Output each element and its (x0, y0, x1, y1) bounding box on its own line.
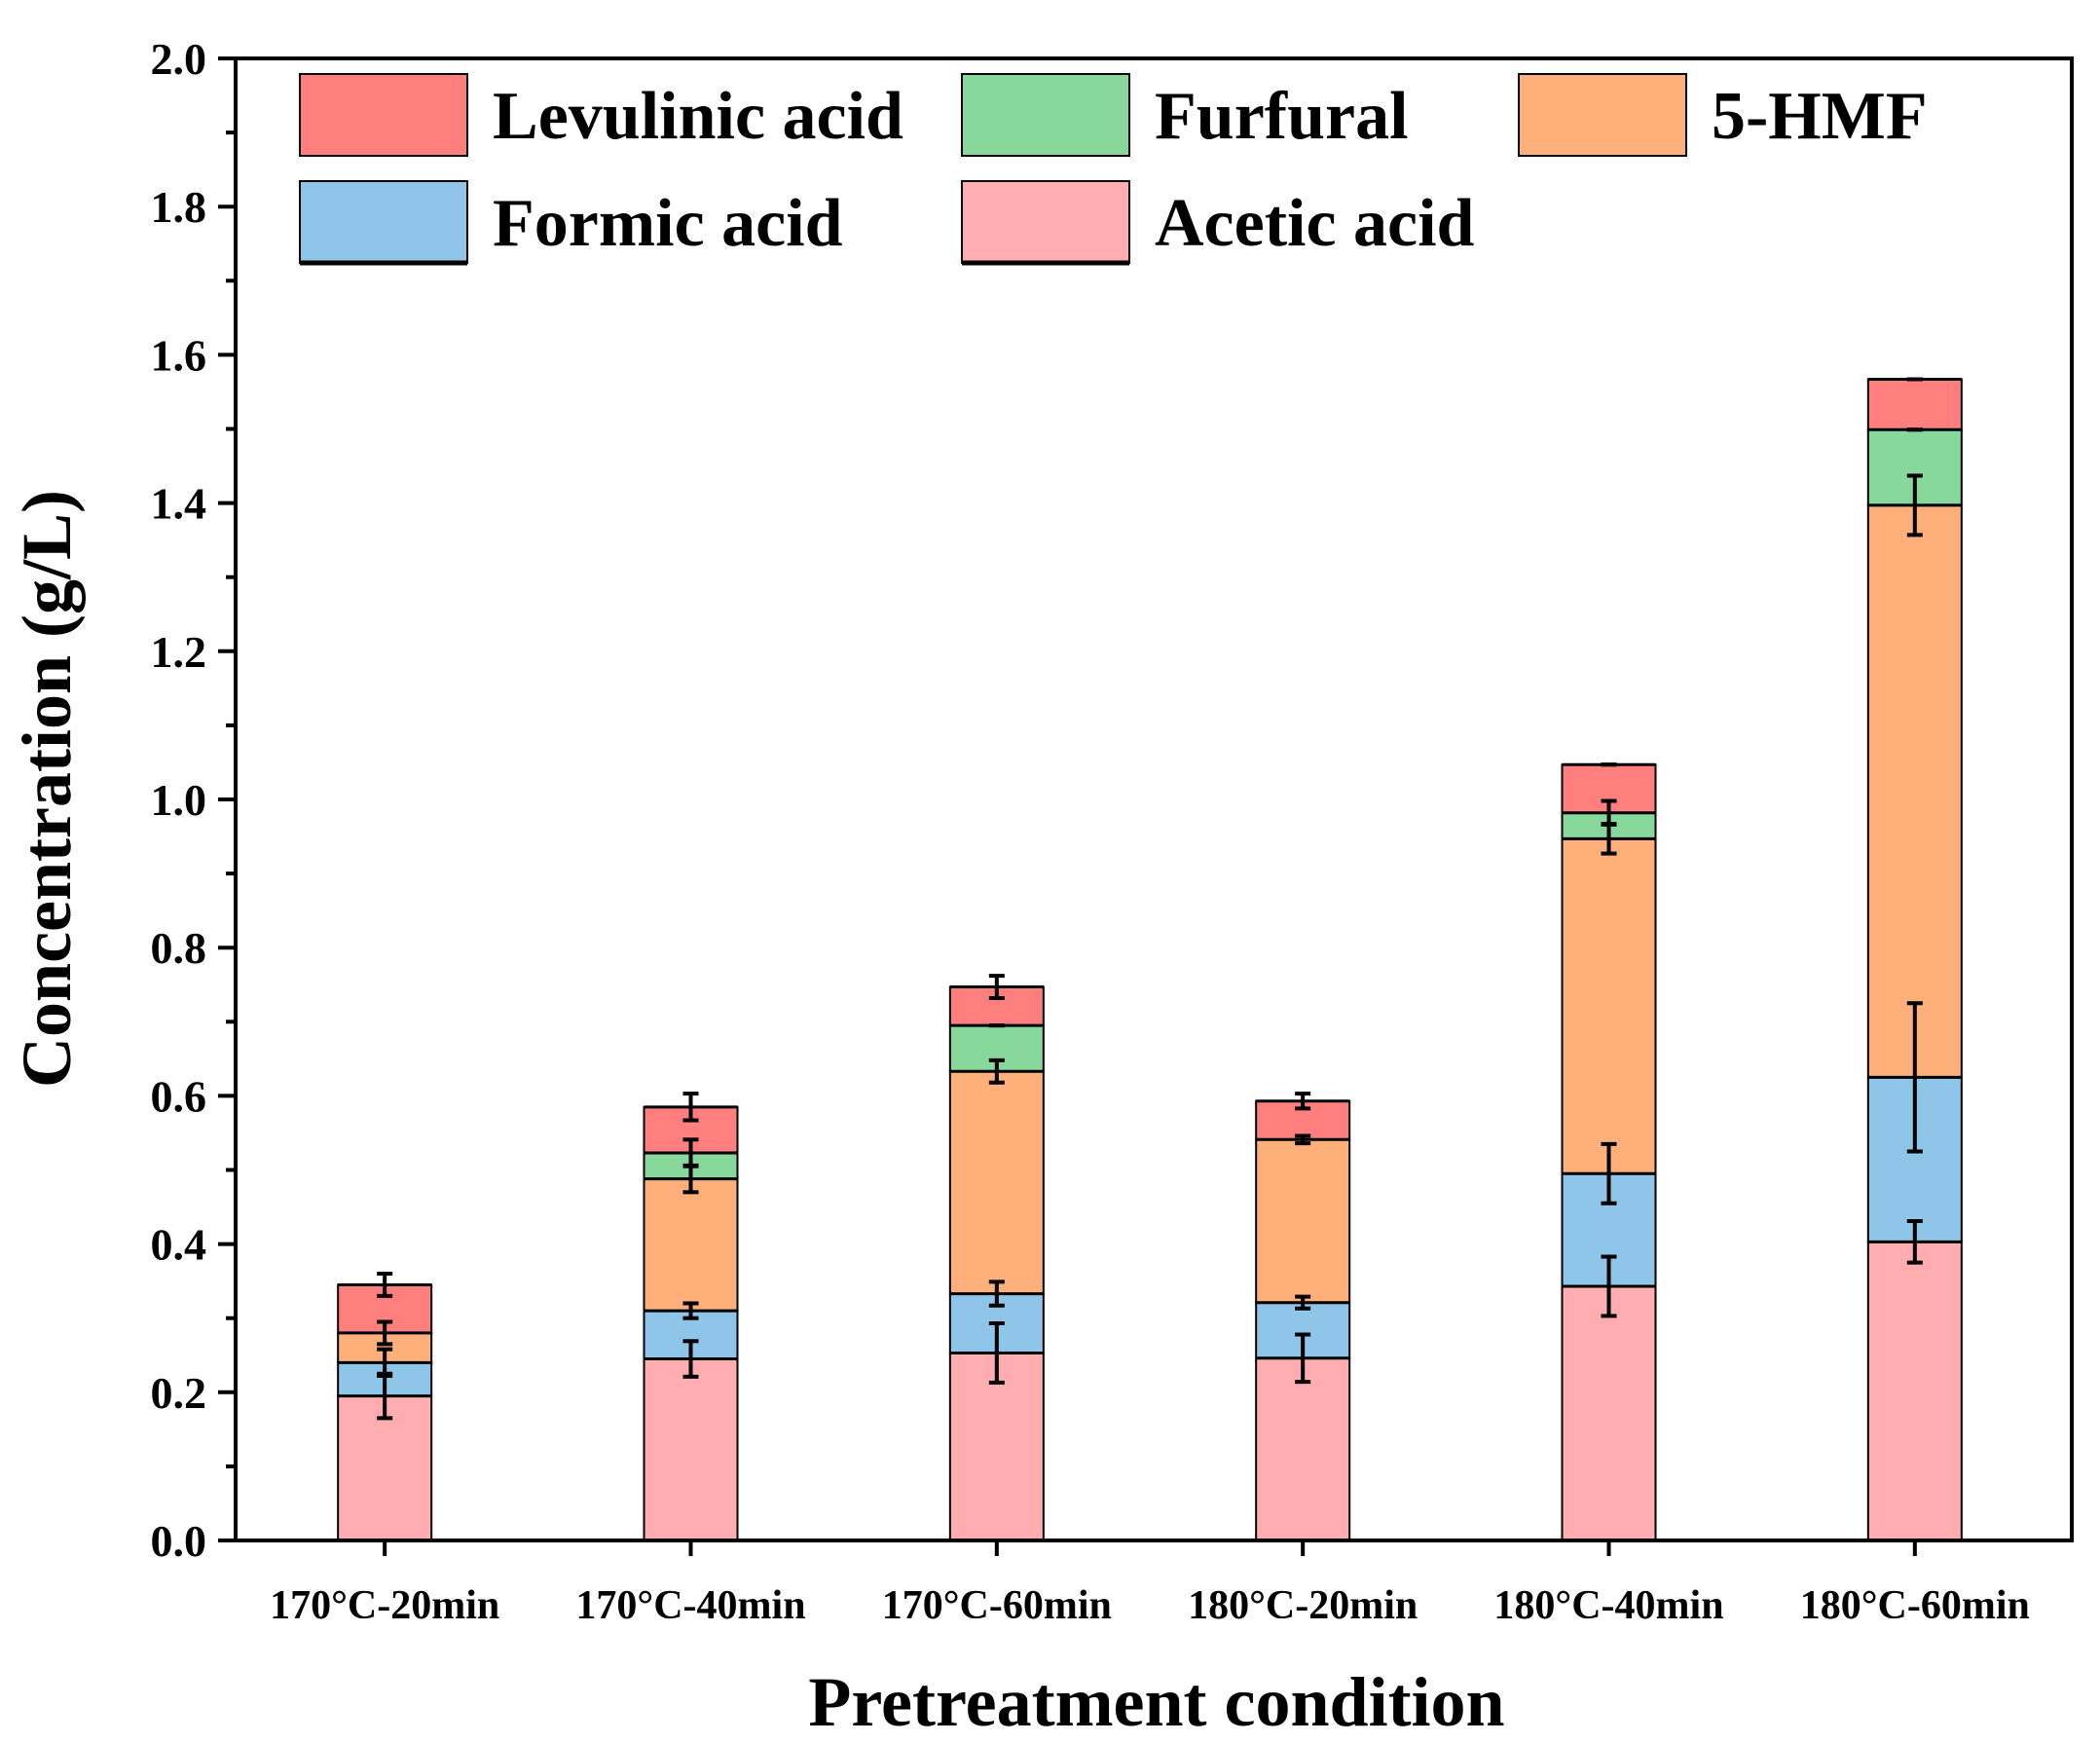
legend-item-levulinic-acid: Levulinic acid (300, 74, 903, 156)
y-tick-label: 1.0 (151, 775, 207, 825)
axes-layer: 0.0 0.2 0.4 0.6 0.8 1.0 1.2 1.4 1.6 1.8 2.0 170°C-2… (151, 34, 2073, 1628)
legend-item-formic-acid: Formic acid (300, 181, 843, 263)
legend-label: Formic acid (493, 186, 843, 261)
y-tick-label: 0.0 (151, 1516, 207, 1566)
error-bars-layer (338, 380, 1962, 1419)
bar-segment-5-hmf-1 (645, 1179, 738, 1311)
bar-segment-5-hmf-2 (950, 1071, 1044, 1293)
bar-segment-5-hmf-4 (1563, 838, 1656, 1173)
bar-segment-acetic-acid-1 (645, 1359, 738, 1540)
bar-segment-5-hmf-3 (1256, 1139, 1349, 1302)
bar-segment-acetic-acid-3 (1256, 1358, 1349, 1540)
x-axis-title: Pretreatment condition (808, 1663, 1504, 1741)
legend-swatch (300, 181, 467, 263)
legend-label: Acetic acid (1155, 186, 1475, 261)
legend-label: Furfural (1155, 79, 1409, 154)
bar-segment-5-hmf-5 (1868, 505, 1962, 1077)
legend-label: 5-HMF (1712, 79, 1928, 154)
y-axis-title: Concentration (g/L) (8, 490, 86, 1088)
x-tick-label: 180°C-40min (1493, 1583, 1723, 1628)
y-tick-label: 0.4 (151, 1220, 207, 1270)
stacked-bar-chart: 0.0 0.2 0.4 0.6 0.8 1.0 1.2 1.4 1.6 1.8 2.0 170°C-2… (0, 0, 2100, 1743)
x-tick-label: 170°C-40min (575, 1583, 805, 1628)
legend-swatch (962, 181, 1129, 263)
bar-segment-acetic-acid-4 (1563, 1286, 1656, 1540)
y-tick-label: 1.2 (151, 627, 207, 677)
bar-segment-levulinic-acid-5 (1868, 380, 1962, 430)
x-tick-label: 170°C-20min (270, 1583, 499, 1628)
bar-segment-acetic-acid-5 (1868, 1242, 1962, 1540)
y-tick-label: 1.8 (151, 182, 207, 232)
legend-swatch (1519, 74, 1686, 156)
legend-label: Levulinic acid (493, 79, 903, 154)
bars-layer (338, 380, 1962, 1540)
y-tick-label: 0.6 (151, 1071, 207, 1121)
legend: Levulinic acid Furfural 5-HMF Formic acid Ac… (300, 74, 1928, 263)
x-tick-label: 180°C-60min (1800, 1583, 2030, 1628)
y-tick-label: 0.8 (151, 923, 207, 973)
legend-swatch (300, 74, 467, 156)
legend-swatch (962, 74, 1129, 156)
y-tick-label: 1.4 (151, 479, 207, 529)
y-tick-label: 2.0 (151, 34, 207, 84)
x-tick-label: 170°C-60min (882, 1583, 1112, 1628)
legend-item-furfural: Furfural (962, 74, 1409, 156)
plot-frame (236, 58, 2072, 1540)
legend-item-acetic-acid: Acetic acid (962, 181, 1475, 263)
legend-item-5-hmf: 5-HMF (1519, 74, 1928, 156)
y-tick-label: 0.2 (151, 1368, 207, 1418)
x-tick-label: 180°C-20min (1188, 1583, 1418, 1628)
y-tick-label: 1.6 (151, 330, 207, 380)
